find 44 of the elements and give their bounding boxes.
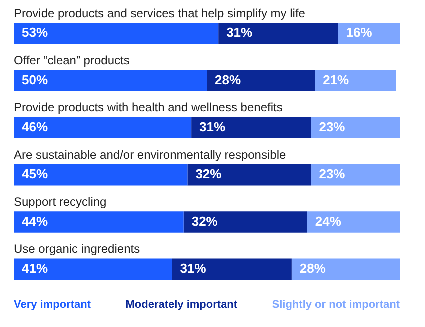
y-tick-label: Offer “clean” products — [14, 53, 130, 68]
data-label: 44% — [22, 214, 48, 229]
data-label: 24% — [315, 214, 342, 229]
bar — [292, 258, 400, 280]
bar — [184, 212, 308, 233]
data-label: 31% — [226, 25, 254, 40]
bar — [14, 117, 192, 139]
data-label: 21% — [323, 72, 350, 88]
series-label: Moderately important — [126, 299, 238, 311]
bar — [14, 164, 188, 186]
data-label: 53% — [22, 25, 48, 40]
data-label: 31% — [180, 260, 207, 276]
bar — [14, 70, 207, 92]
y-tick-label: Support recycling — [14, 194, 107, 209]
bar — [311, 117, 400, 139]
data-label: 45% — [22, 166, 48, 182]
bar — [188, 164, 312, 186]
data-label: 32% — [192, 214, 218, 229]
bar — [14, 258, 172, 280]
data-label: 46% — [22, 119, 48, 134]
y-tick-label: Provide products and services that help simplify my life — [14, 6, 306, 20]
y-tick-label: Provide products with health and wellness benefits — [14, 100, 283, 115]
bar — [172, 258, 292, 280]
data-label: 16% — [346, 25, 373, 40]
data-label: 31% — [200, 119, 226, 134]
series-label: Very important — [14, 299, 92, 311]
series-label: Slightly or not important — [272, 299, 400, 311]
bar — [14, 22, 219, 44]
data-label: 28% — [215, 72, 242, 88]
data-label: 28% — [300, 260, 326, 276]
bar — [315, 70, 396, 92]
y-tick-label: Use organic ingredients — [14, 242, 140, 256]
data-label: 23% — [319, 166, 346, 182]
bar — [207, 70, 316, 92]
bar — [307, 212, 400, 233]
bar — [192, 117, 312, 139]
data-label: 50% — [22, 72, 48, 88]
y-tick-label: Are sustainable and/or environmentally responsible — [14, 148, 286, 162]
bar — [14, 212, 184, 233]
data-label: 32% — [196, 166, 222, 182]
bar — [311, 164, 400, 186]
data-label: 23% — [319, 119, 346, 134]
bar — [218, 22, 338, 44]
data-label: 41% — [22, 260, 48, 276]
